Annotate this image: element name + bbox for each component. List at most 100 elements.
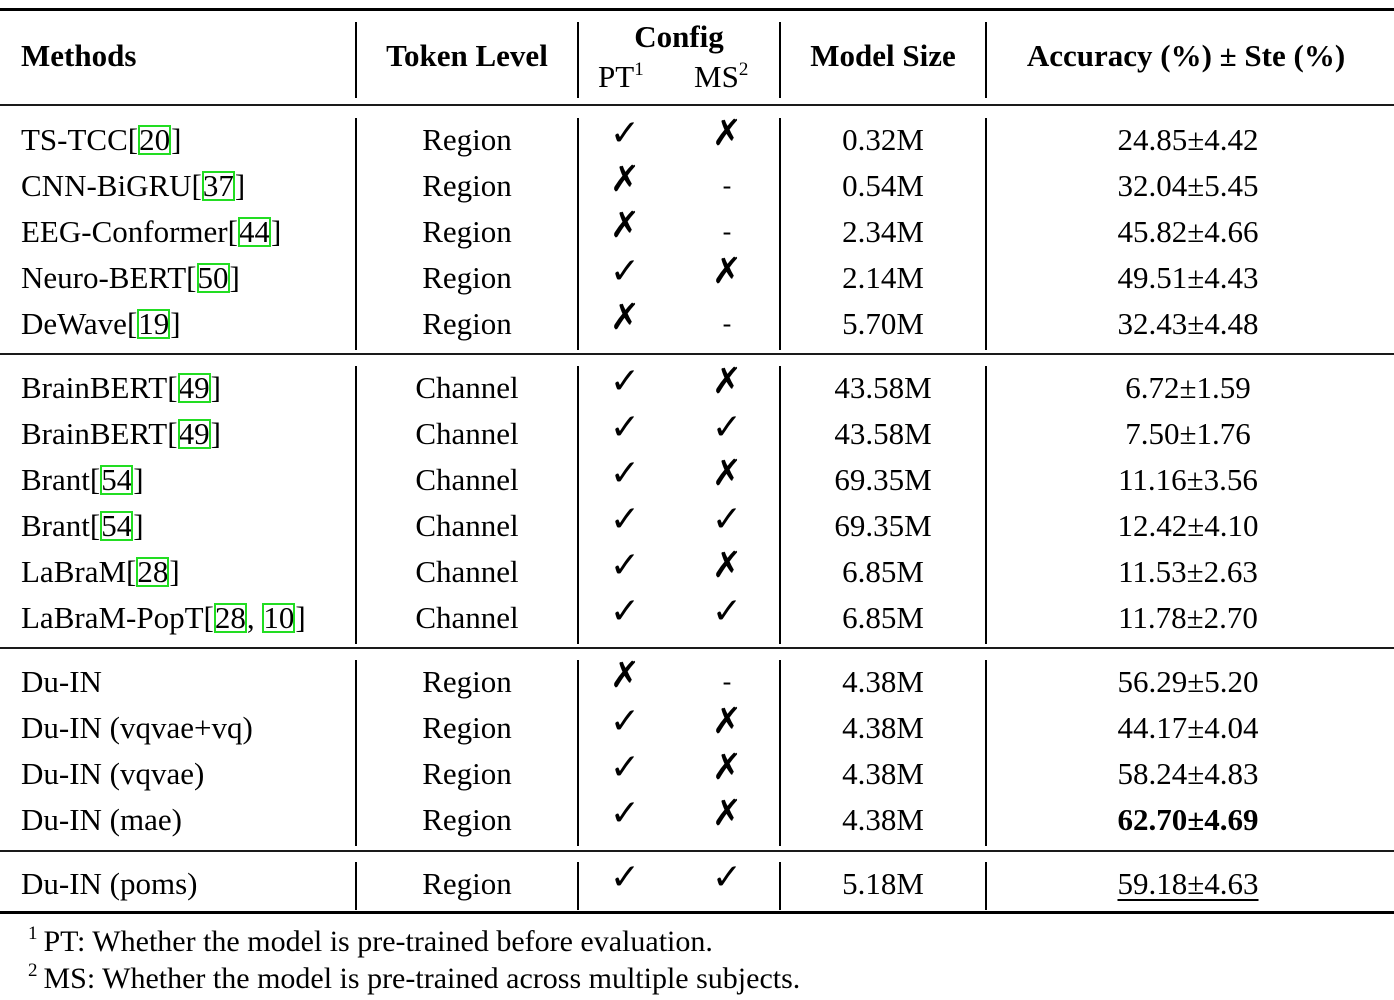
footnote-mark: 2 <box>28 960 38 981</box>
citation-link[interactable]: 28 <box>213 600 247 635</box>
top-rule <box>0 8 1394 11</box>
method-cell: BrainBERT[49] <box>21 416 221 451</box>
dash-icon-value: - <box>722 217 732 246</box>
header-rule <box>0 104 1394 106</box>
model-size-cell: 43.58M <box>781 368 985 408</box>
citation-link[interactable]: 19 <box>137 306 171 341</box>
model-size-cell-value: 4.38M <box>842 710 924 745</box>
citation-link[interactable]: 37 <box>201 168 235 203</box>
accuracy-cell: 44.17±4.04 <box>986 708 1390 748</box>
group-separator <box>0 353 1394 355</box>
model-size-cell-value: 5.18M <box>842 866 924 901</box>
check-icon: ✓ <box>595 858 655 898</box>
token-level-cell: Region <box>357 754 577 794</box>
token-level-cell-value: Channel <box>415 416 519 451</box>
column-divider <box>355 862 357 910</box>
column-divider <box>779 660 781 846</box>
method-cell: Du-IN (poms) <box>21 864 198 904</box>
method-name: Du-IN <box>21 664 102 699</box>
check-icon-value: ✓ <box>609 793 641 834</box>
header-token-level: Token Level <box>386 38 548 73</box>
column-divider <box>985 862 987 910</box>
cross-icon: ✗ <box>697 362 757 402</box>
token-level-cell: Channel <box>357 598 577 638</box>
column-divider <box>577 22 579 98</box>
cross-icon-value: ✗ <box>609 655 641 696</box>
dash-icon: - <box>697 304 757 344</box>
column-divider <box>779 366 781 644</box>
header-ms: MS2 <box>694 57 748 97</box>
accuracy-cell: 58.24±4.83 <box>986 754 1390 794</box>
cross-icon: ✗ <box>595 206 655 246</box>
footnote-text: PT: Whether the model is pre-trained bef… <box>43 925 713 958</box>
model-size-cell: 0.54M <box>781 166 985 206</box>
citation-link[interactable]: 20 <box>138 122 172 157</box>
method-cell: LaBraM[28] <box>21 554 180 589</box>
check-icon: ✓ <box>595 362 655 402</box>
token-level-cell: Channel <box>357 368 577 408</box>
check-icon: ✓ <box>595 454 655 494</box>
cross-icon-value: ✗ <box>609 159 641 200</box>
model-size-cell: 4.38M <box>781 754 985 794</box>
token-level-cell-value: Region <box>422 710 512 745</box>
cross-icon-value: ✗ <box>609 205 641 246</box>
citation-link[interactable]: 28 <box>136 554 170 589</box>
method-cell: Du-IN <box>21 662 102 702</box>
method-cell: Brant[54] <box>21 462 144 497</box>
token-level-cell-value: Channel <box>415 370 519 405</box>
token-level-cell-value: Region <box>422 306 512 341</box>
token-level-cell: Region <box>357 212 577 252</box>
model-size-cell: 2.14M <box>781 258 985 298</box>
method-name: BrainBERT <box>21 370 168 405</box>
model-size-cell-value: 5.70M <box>842 306 924 341</box>
citation-link[interactable]: 54 <box>100 462 134 497</box>
cross-icon-value: ✗ <box>711 545 743 586</box>
column-divider <box>355 366 357 644</box>
check-icon: ✓ <box>697 408 757 448</box>
cross-icon: ✗ <box>697 252 757 292</box>
accuracy-cell: 11.53±2.63 <box>986 552 1390 592</box>
column-divider <box>985 366 987 644</box>
check-icon: ✓ <box>595 702 655 742</box>
accuracy-cell-value: 56.29±5.20 <box>1117 664 1259 699</box>
method-cell: Du-IN (vqvae) <box>21 754 204 794</box>
accuracy-cell: 6.72±1.59 <box>986 368 1390 408</box>
accuracy-cell: 32.04±5.45 <box>986 166 1390 206</box>
method-cell: CNN-BiGRU[37] <box>21 168 246 203</box>
column-divider <box>355 660 357 846</box>
method-name: Du-IN (mae) <box>21 802 182 837</box>
token-level-cell-value: Region <box>422 122 512 157</box>
model-size-cell: 69.35M <box>781 460 985 500</box>
method-name: Neuro-BERT <box>21 260 187 295</box>
bottom-rule <box>0 911 1394 914</box>
column-divider <box>577 660 579 846</box>
model-size-cell: 6.85M <box>781 552 985 592</box>
accuracy-cell: 45.82±4.66 <box>986 212 1390 252</box>
method-cell: EEG-Conformer[44] <box>21 214 282 249</box>
method-name: Brant <box>21 462 90 497</box>
check-icon-value: ✓ <box>711 591 743 632</box>
token-level-cell-value: Region <box>422 168 512 203</box>
column-divider <box>985 660 987 846</box>
check-icon: ✓ <box>595 252 655 292</box>
check-icon: ✓ <box>697 500 757 540</box>
token-level-cell: Region <box>357 258 577 298</box>
citation-link[interactable]: 49 <box>177 370 211 405</box>
citation-link[interactable]: 44 <box>237 214 271 249</box>
accuracy-cell-value: 11.16±3.56 <box>1118 462 1258 497</box>
model-size-cell: 43.58M <box>781 414 985 454</box>
accuracy-cell-value: 6.72±1.59 <box>1125 370 1251 405</box>
check-icon: ✓ <box>595 408 655 448</box>
footnote: 1 PT: Whether the model is pre-trained be… <box>28 924 713 960</box>
token-level-cell: Channel <box>357 460 577 500</box>
accuracy-cell: 32.43±4.48 <box>986 304 1390 344</box>
method-name: LaBraM <box>21 554 127 589</box>
citation-link[interactable]: 50 <box>196 260 230 295</box>
column-divider <box>355 22 357 98</box>
model-size-cell-value: 4.38M <box>842 802 924 837</box>
cross-icon-value: ✗ <box>609 297 641 338</box>
citation-link[interactable]: 54 <box>100 508 134 543</box>
model-size-cell-value: 4.38M <box>842 664 924 699</box>
citation-link[interactable]: 49 <box>177 416 211 451</box>
citation-link[interactable]: 10 <box>262 600 296 635</box>
